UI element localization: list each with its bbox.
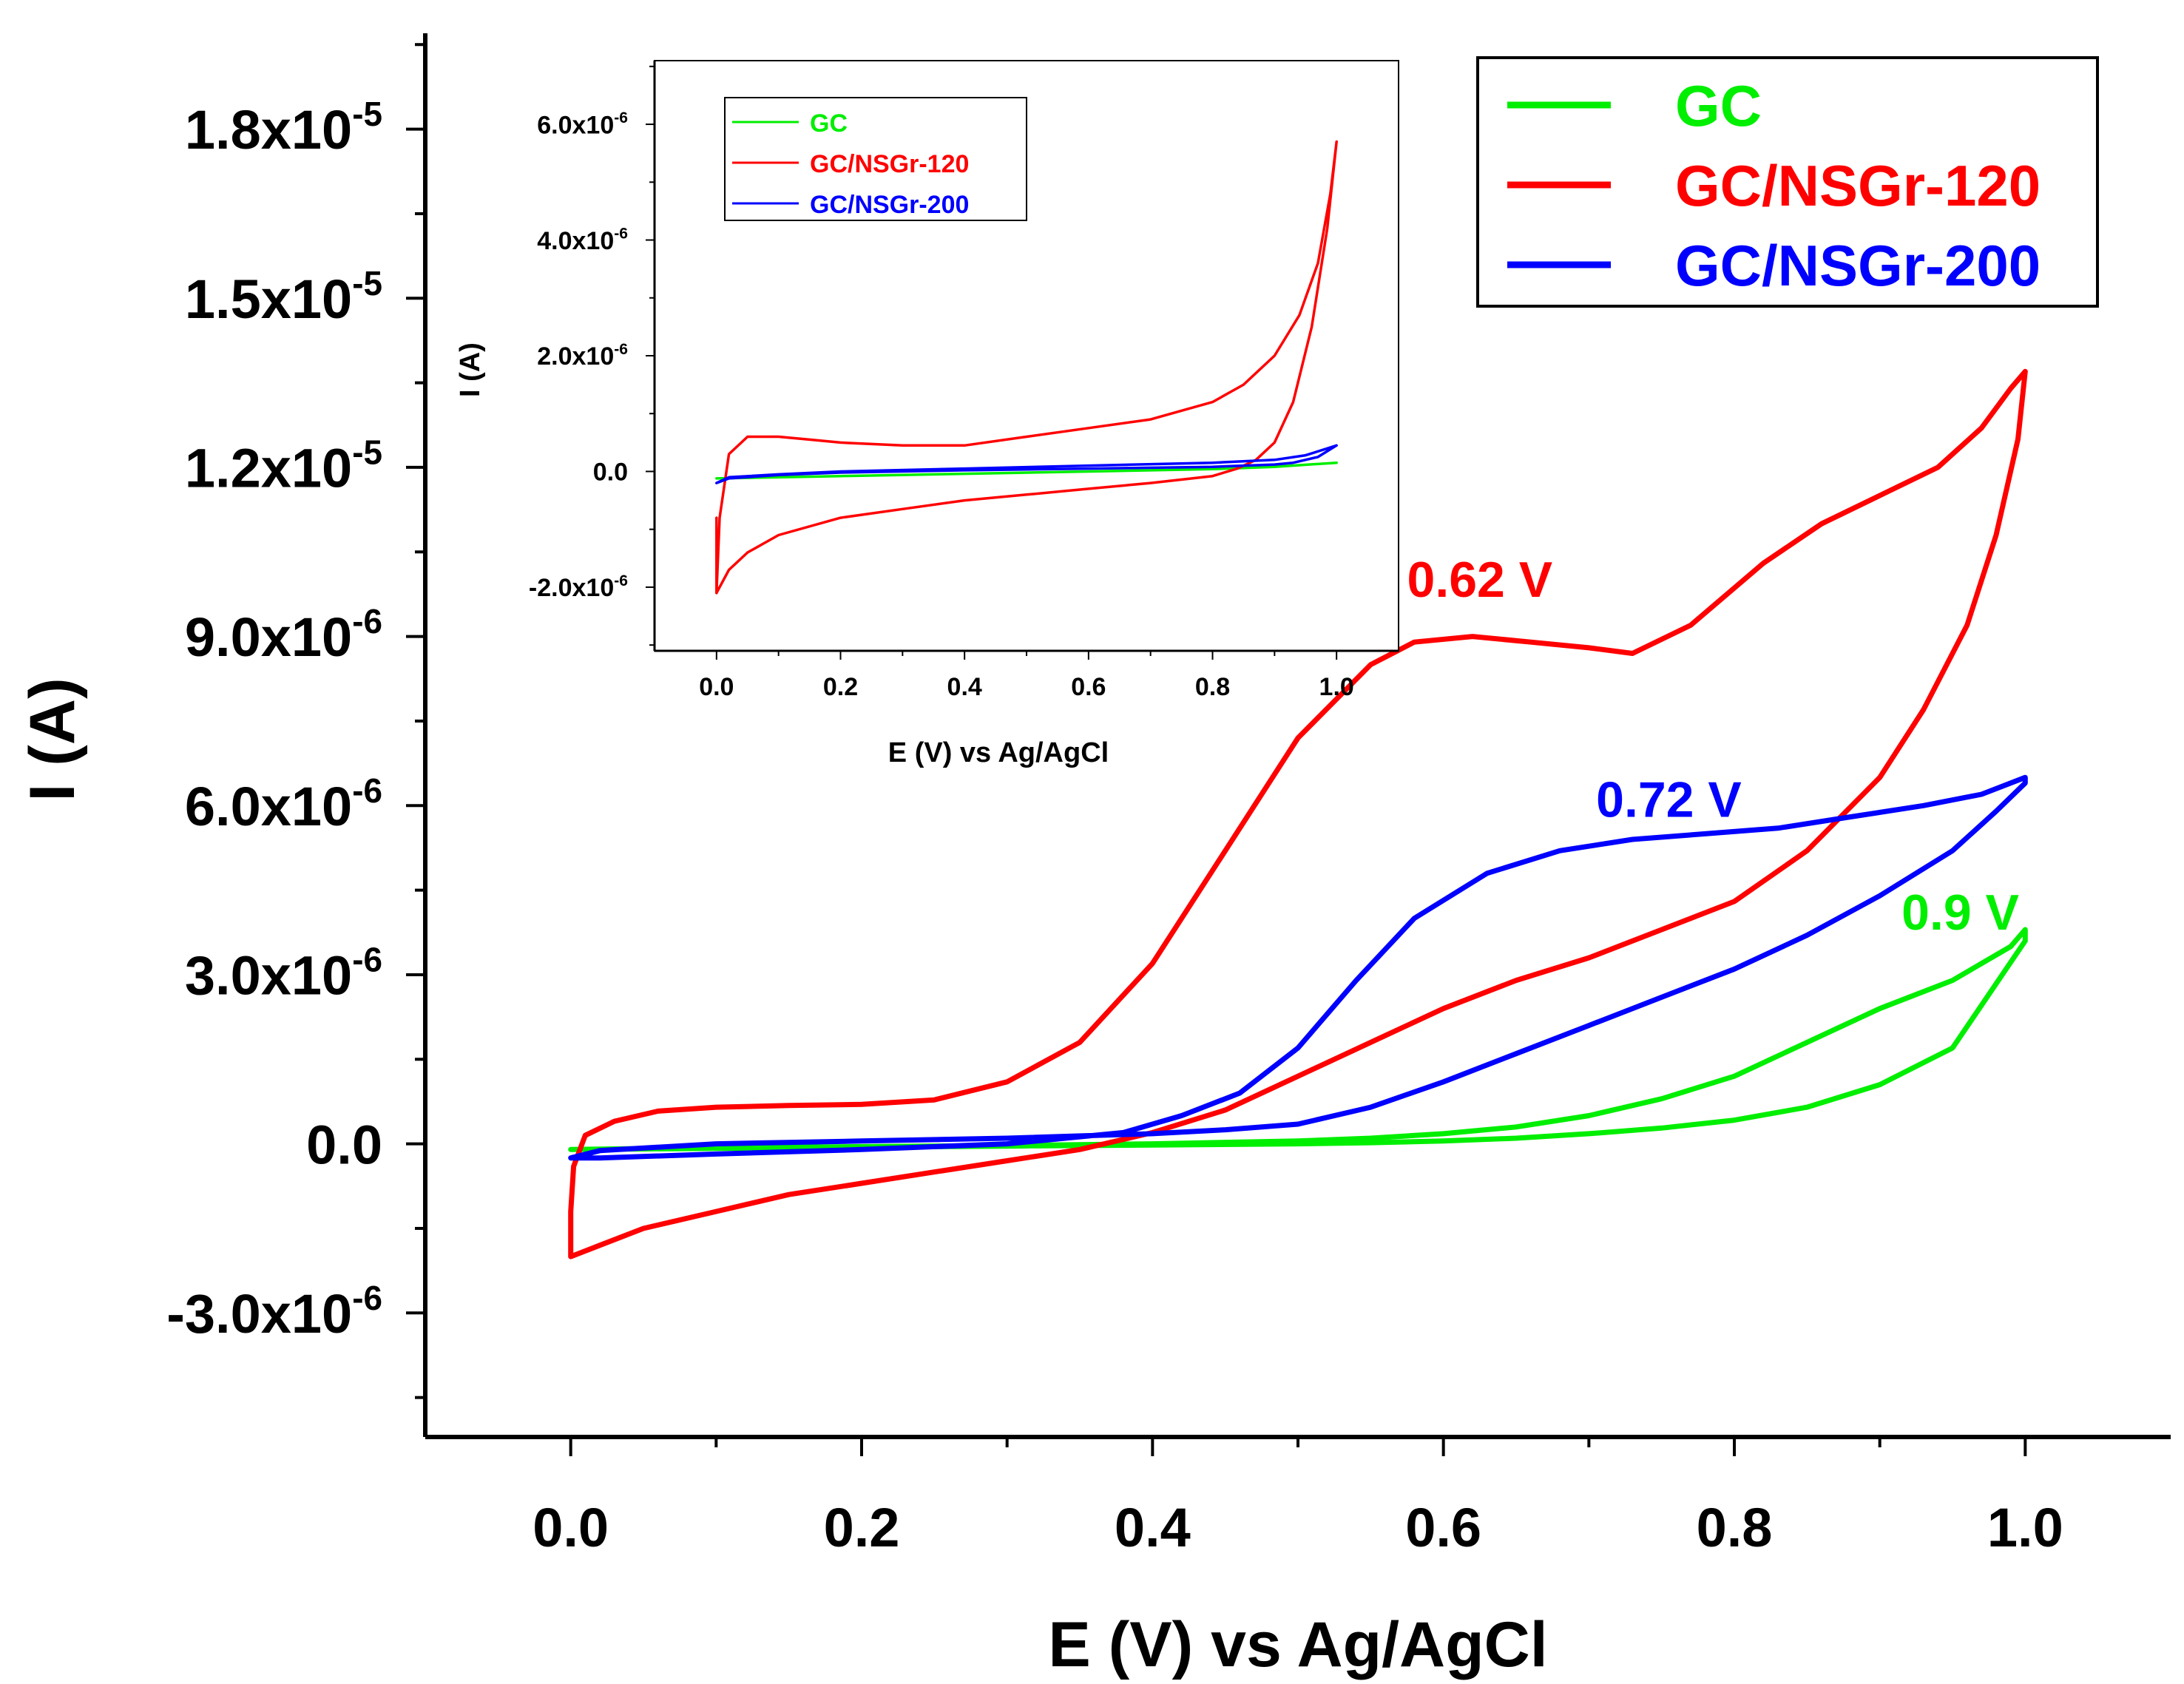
inset-legend-label-gc-nsgr-200: GC/NSGr-200: [810, 191, 969, 219]
main-x-axis-title: E (V) vs Ag/AgCl: [1048, 1609, 1547, 1680]
main-x-tick-label: 0.0: [533, 1497, 609, 1558]
main-y-tick-label: 1.8x10-5: [185, 95, 382, 160]
inset-y-tick-label: 2.0x10-6: [537, 341, 628, 371]
main-y-tick-label: 1.2x10-5: [185, 433, 382, 498]
main-annotations: 0.62 V 0.72 V 0.9 V: [1407, 552, 2019, 941]
inset-y-tick-label: 6.0x10-6: [537, 109, 628, 139]
main-curves: [568, 368, 2028, 1259]
main-y-tick-label: 9.0x10-6: [185, 602, 382, 668]
main-y-tick-label: 6.0x10-6: [185, 771, 382, 837]
main-annotation-0-62-v: 0.62 V: [1407, 552, 1553, 608]
inset-y-tick-label: -2.0x10-6: [529, 572, 628, 602]
inset-legend-box: [724, 97, 1027, 221]
inset-y-tick-label: 0.0: [593, 459, 628, 487]
inset-legend-label-gc-nsgr-120: GC/NSGr-120: [810, 150, 969, 178]
main-y-tick-label: -3.0x10-6: [166, 1279, 382, 1345]
main-x-tick-label: 0.4: [1115, 1497, 1191, 1558]
main-y-tick-label: 3.0x10-6: [185, 941, 382, 1007]
inset-x-tick-label: 0.6: [1071, 673, 1106, 701]
inset-chart: 0.0 0.2 0.4 0.6 0.8 1.0 -2.0x10-6 0.0 2.0x10-6 4…: [455, 60, 1399, 768]
legend-label-gc: GC: [1675, 73, 1762, 138]
inset-y-ticks: -2.0x10-6 0.0 2.0x10-6 4.0x10-6 6.0x10-6: [529, 65, 655, 646]
main-annotation-0-9-v: 0.9 V: [1901, 885, 2019, 941]
main-chart: 0.0 0.2 0.4 0.6 0.8 1.0 -3.0x10-6 0.0 3.0x10-6 6…: [17, 33, 2171, 1680]
inset-legend: GC GC/NSGr-120 GC/NSGr-200: [724, 97, 1027, 221]
legend-label-gc-nsgr-120: GC/NSGr-120: [1675, 153, 2041, 218]
main-series-gc-nsgr-200: [568, 774, 2028, 1161]
inset-x-tick-label: 0.0: [699, 673, 734, 701]
main-x-tick-label: 0.8: [1697, 1497, 1773, 1558]
inset-y-axis-title: I (A): [455, 342, 486, 397]
main-x-tick-label: 0.6: [1405, 1497, 1481, 1558]
inset-x-tick-label: 0.2: [823, 673, 858, 701]
inset-x-tick-label: 0.4: [947, 673, 982, 701]
main-x-tick-label: 1.0: [1987, 1497, 2063, 1558]
legend-label-gc-nsgr-200: GC/NSGr-200: [1675, 233, 2041, 298]
inset-x-tick-label: 0.8: [1195, 673, 1230, 701]
main-y-tick-label: 1.5x10-5: [185, 264, 382, 330]
inset-x-axis-title: E (V) vs Ag/AgCl: [888, 737, 1109, 768]
main-y-tick-label: 0.0: [306, 1114, 382, 1175]
inset-x-ticks: 0.0 0.2 0.4 0.6 0.8 1.0: [699, 651, 1354, 701]
inset-y-tick-label: 4.0x10-6: [537, 225, 628, 254]
inset-legend-label-gc: GC: [810, 109, 848, 138]
main-x-tick-label: 0.2: [824, 1497, 900, 1558]
main-legend: GC GC/NSGr-120 GC/NSGr-200: [1476, 56, 2099, 308]
inset-series-gc-nsgr-120: [715, 140, 1338, 595]
inset-curves: [715, 140, 1338, 595]
main-x-ticks: 0.0 0.2 0.4 0.6 0.8 1.0: [533, 1437, 2063, 1558]
main-y-ticks: -3.0x10-6 0.0 3.0x10-6 6.0x10-6 9.0x10-6 1.2x…: [166, 43, 425, 1399]
main-annotation-0-72-v: 0.72 V: [1596, 772, 1742, 828]
main-series-gc: [568, 927, 2028, 1152]
main-series-gc-nsgr-120: [568, 368, 2028, 1259]
main-y-axis-title: I (A): [17, 677, 88, 801]
inset-series-gc: [715, 461, 1338, 480]
inset-series-gc-nsgr-200: [715, 444, 1338, 484]
inset-x-tick-label: 1.0: [1319, 673, 1354, 701]
